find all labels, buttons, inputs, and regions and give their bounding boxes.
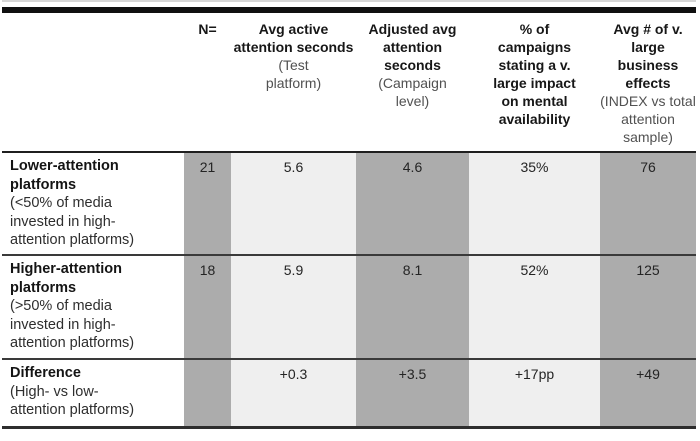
row-label: Lower-attention platforms <box>10 158 119 193</box>
col-header-effects-note: (INDEX vs total attention sample) <box>600 93 696 145</box>
col-header-adjusted: Adjusted avg attention seconds (Campaign… <box>356 13 469 153</box>
cell-adjusted: 4.6 <box>356 152 469 256</box>
cell-avg-active: 5.9 <box>231 255 356 360</box>
cell-campaigns: +17pp <box>469 359 600 429</box>
cell-campaigns: 52% <box>469 255 600 360</box>
col-header-avg-active: Avg active attention seconds (Test platf… <box>231 13 356 153</box>
attention-table: N= Avg active attention seconds (Test pl… <box>2 0 696 429</box>
cell-n: 18 <box>184 255 231 360</box>
row-lower-attention: Lower-attention platforms (<50% of media… <box>2 152 696 256</box>
cell-effects: +49 <box>600 359 696 429</box>
row-label: Difference <box>10 365 81 381</box>
row-label-note: (<50% of media invested in high-attentio… <box>10 195 135 248</box>
row-label-cell: Higher-attention platforms (>50% of medi… <box>2 255 184 360</box>
cell-avg-active: 5.6 <box>231 152 356 256</box>
cell-adjusted: +3.5 <box>356 359 469 429</box>
cell-effects: 76 <box>600 152 696 256</box>
col-header-avg-active-title: Avg active attention seconds <box>233 21 354 55</box>
col-header-avg-active-note: (Test platform) <box>265 57 322 91</box>
top-rule <box>2 7 696 13</box>
row-higher-attention: Higher-attention platforms (>50% of medi… <box>2 255 696 360</box>
top-gap <box>2 2 696 7</box>
top-hairline <box>2 0 696 2</box>
col-header-n-text: N= <box>198 21 217 37</box>
col-header-adjusted-title: Adjusted avg attention seconds <box>368 21 457 73</box>
col-header-campaigns-title: % of campaigns stating a v. large impact… <box>493 21 576 127</box>
row-label-note: (High- vs low-attention platforms) <box>10 383 135 419</box>
col-header-adjusted-note: (Campaign level) <box>378 75 447 109</box>
cell-n: 21 <box>184 152 231 256</box>
cell-n <box>184 359 231 429</box>
col-header-effects-title: Avg # of v. large business effects <box>613 21 683 91</box>
cell-avg-active: +0.3 <box>231 359 356 429</box>
header-row: N= Avg active attention seconds (Test pl… <box>2 13 696 153</box>
row-difference: Difference (High- vs low-attention platf… <box>2 359 696 429</box>
cell-effects: 125 <box>600 255 696 360</box>
cell-adjusted: 8.1 <box>356 255 469 360</box>
row-label-cell: Difference (High- vs low-attention platf… <box>2 359 184 429</box>
row-label-note: (>50% of media invested in high-attentio… <box>10 298 135 351</box>
row-label: Higher-attention platforms <box>10 261 122 296</box>
col-header-label <box>2 13 184 153</box>
cell-campaigns: 35% <box>469 152 600 256</box>
col-header-campaigns: % of campaigns stating a v. large impact… <box>469 13 600 153</box>
col-header-n: N= <box>184 13 231 153</box>
row-label-cell: Lower-attention platforms (<50% of media… <box>2 152 184 256</box>
col-header-effects: Avg # of v. large business effects (INDE… <box>600 13 696 153</box>
data-table: N= Avg active attention seconds (Test pl… <box>2 13 696 429</box>
